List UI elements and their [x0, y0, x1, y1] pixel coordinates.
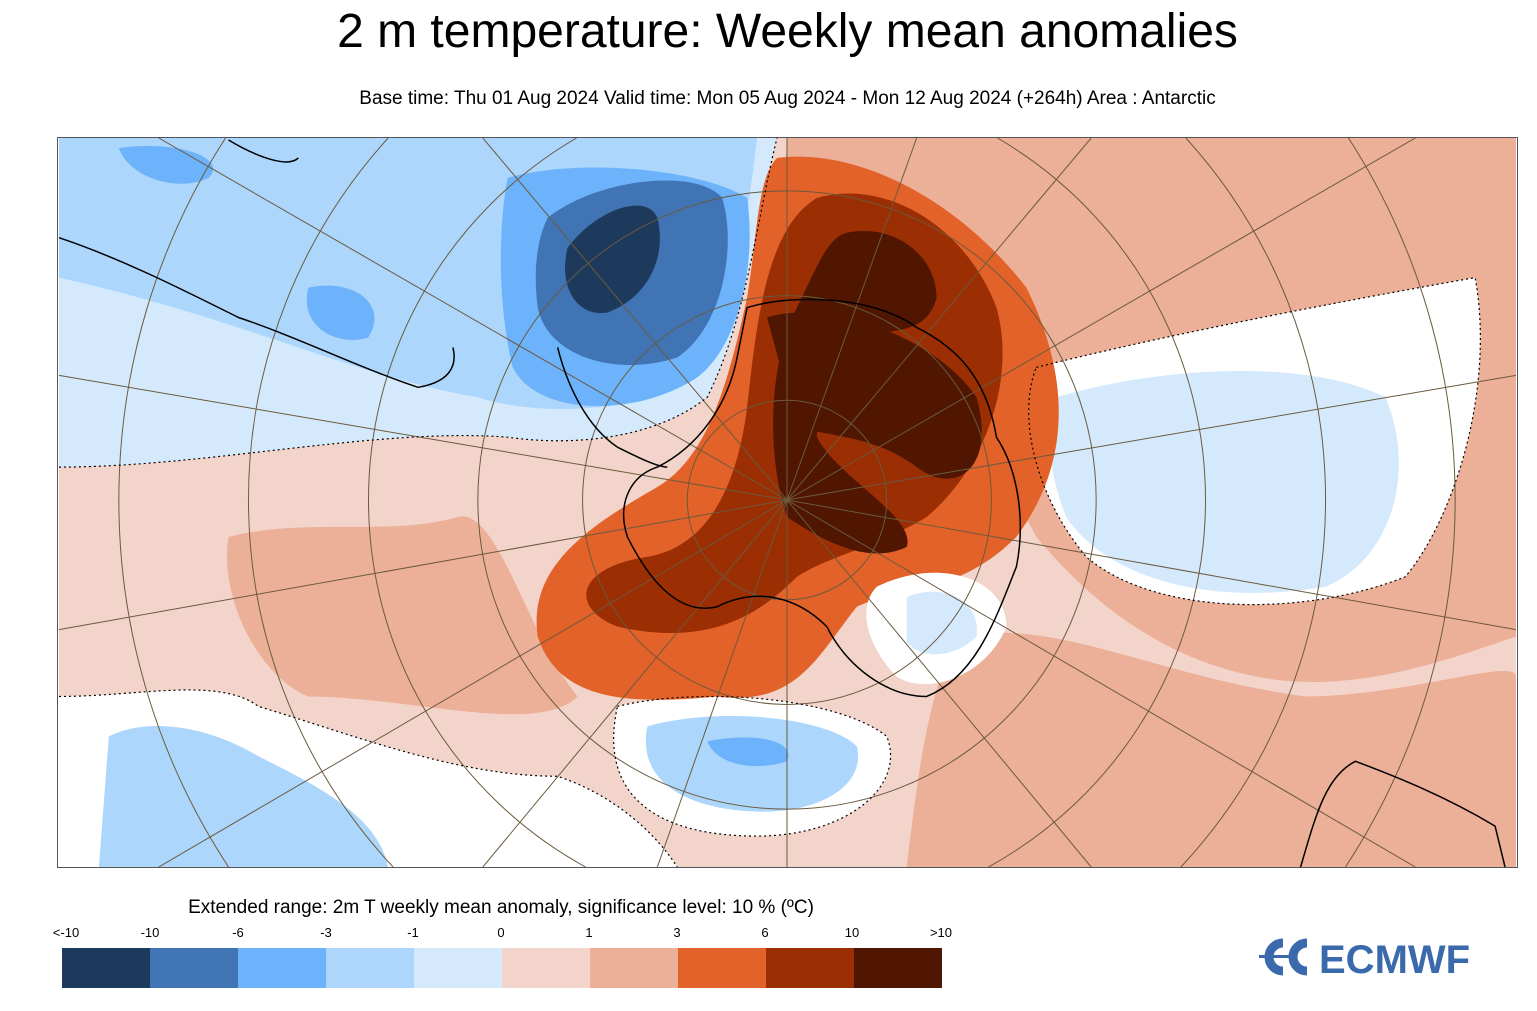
legend-swatch-2: [238, 948, 326, 988]
legend-tick: >10: [929, 925, 953, 940]
region-peach-west: [226, 516, 578, 715]
latitude-arc: [988, 138, 1206, 867]
legend-tick: -1: [407, 925, 419, 940]
australia-coastline: [1299, 760, 1506, 867]
antarctica-coastline: [623, 298, 1022, 698]
south-america-coastline: [58, 237, 455, 389]
legend-tick: 3: [673, 925, 681, 940]
legend-colorbar: [62, 948, 942, 988]
antarctic-anomaly-map: [57, 137, 1518, 868]
region-darkest-blue: [565, 205, 660, 314]
legend-swatch-4: [414, 948, 502, 988]
page-title: 2 m temperature: Weekly mean anomalies: [337, 5, 1238, 58]
region-light-blue-east: [1049, 370, 1399, 593]
region-mid-blue-south: [707, 737, 789, 767]
legend-swatch-6: [590, 948, 678, 988]
legend-tick: 6: [761, 925, 769, 940]
legend-swatch-8: [766, 948, 854, 988]
legend-tick: 1: [585, 925, 593, 940]
region-darkest-red: [773, 231, 937, 554]
region-blue-peninsula: [906, 591, 977, 655]
latitude-arc: [118, 138, 229, 867]
africa-coastline: [228, 139, 299, 163]
legend-title: Extended range: 2m T weekly mean anomaly…: [188, 897, 814, 918]
antarctic-peninsula-coastline: [556, 347, 668, 468]
coastlines: [58, 139, 1506, 867]
graticule: [58, 138, 1517, 867]
legend-swatch-7: [678, 948, 766, 988]
legend-swatch-3: [326, 948, 414, 988]
legend-tick: -10: [140, 925, 160, 940]
legend-tick: 10: [844, 925, 860, 940]
significance-contours: [58, 138, 1481, 867]
latitude-arc: [247, 138, 394, 867]
legend-tick: -6: [232, 925, 244, 940]
region-peach-southeast: [906, 632, 1517, 867]
region-blue-southwest: [98, 725, 389, 867]
legend-swatch-0: [62, 948, 150, 988]
ecmwf-logo-text: ECMWF: [1319, 938, 1470, 979]
legend-tick: -3: [320, 925, 332, 940]
legend-swatch-1: [150, 948, 238, 988]
page-subtitle: Base time: Thu 01 Aug 2024 Valid time: M…: [359, 88, 1216, 109]
ecmwf-logo: ECMWF: [1257, 935, 1489, 979]
legend-swatch-5: [502, 948, 590, 988]
region-blue-spot-west2: [306, 285, 375, 340]
latitude-arc: [1180, 138, 1327, 867]
latitude-arc: [368, 138, 586, 867]
legend-swatch-9: [854, 948, 942, 988]
latitude-arc: [1345, 138, 1456, 867]
legend-tick: 0: [497, 925, 505, 940]
legend-tick: <-10: [52, 925, 80, 940]
